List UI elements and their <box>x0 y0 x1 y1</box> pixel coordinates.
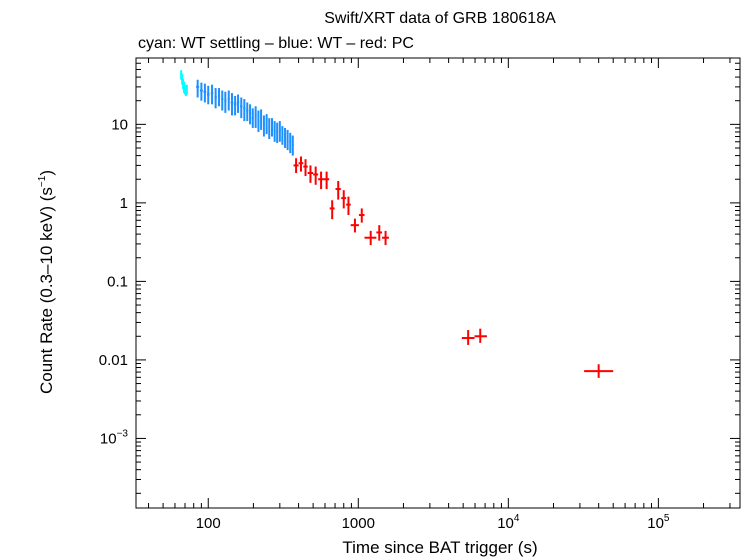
y-axis-label-text: Count Rate (0.3–10 keV) (s <box>37 187 56 394</box>
data-point <box>240 97 243 119</box>
data-point <box>313 166 319 185</box>
y-axis-label-close: ) <box>37 170 56 176</box>
data-point <box>291 135 294 156</box>
y-axis-label: Count Rate (0.3–10 keV) (s−1) <box>37 170 56 394</box>
data-point <box>236 94 240 113</box>
data-point <box>284 127 287 148</box>
data-point <box>203 83 207 103</box>
data-point <box>265 114 268 135</box>
data-point <box>246 102 249 122</box>
x-axis-label: Time since BAT trigger (s) <box>342 538 537 557</box>
y-tick-label: 1 <box>120 195 128 212</box>
data-point <box>224 91 227 113</box>
data-point <box>364 230 377 246</box>
series-1 <box>196 79 294 156</box>
y-tick-label: 10 <box>111 116 128 133</box>
y-axis-label-exponent: −1 <box>37 175 48 187</box>
plot-frame <box>135 57 741 509</box>
data-point <box>461 330 475 345</box>
data-point <box>268 118 271 140</box>
series-0 <box>180 70 188 96</box>
x-tick-label: 104 <box>497 513 520 532</box>
x-tick-label: 105 <box>647 513 670 532</box>
data-point <box>358 208 365 223</box>
data-point <box>199 82 203 101</box>
y-tick-label: 0.01 <box>99 352 128 369</box>
x-tick-label: 1000 <box>342 515 375 532</box>
data-point <box>217 88 221 107</box>
data-point <box>227 90 230 111</box>
data-point <box>341 190 347 209</box>
data-point <box>335 180 341 200</box>
y-tick-label: 0.1 <box>107 273 128 290</box>
data-point <box>262 115 265 137</box>
data-point <box>257 110 260 132</box>
data-point <box>196 79 200 98</box>
y-tick-label: 10−3 <box>100 428 129 447</box>
data-point <box>221 90 224 111</box>
data-point <box>185 84 188 95</box>
data-point <box>474 328 487 343</box>
data-point <box>584 364 614 378</box>
data-point <box>382 230 389 246</box>
data-point <box>230 93 234 116</box>
data-point <box>346 196 351 216</box>
data-point <box>323 171 330 190</box>
data-point <box>254 106 257 128</box>
data-point <box>273 121 276 142</box>
data-point <box>249 104 252 125</box>
data-point <box>278 121 281 142</box>
chart-title: Swift/XRT data of GRB 180618A <box>324 10 556 27</box>
data-point <box>289 132 292 154</box>
data-point <box>270 118 273 137</box>
data-point <box>210 84 214 105</box>
data-point <box>298 156 304 172</box>
data-point <box>350 218 359 233</box>
data-point <box>243 99 246 122</box>
data-point <box>307 165 314 183</box>
data-point <box>206 85 210 105</box>
data-point <box>214 88 217 109</box>
data-point <box>293 158 299 174</box>
plot-data <box>180 70 614 378</box>
data-point <box>233 95 237 116</box>
data-point <box>251 108 254 128</box>
data-point <box>318 171 324 190</box>
data-point <box>286 129 289 151</box>
data-point <box>329 200 335 220</box>
data-point <box>276 122 279 143</box>
data-point <box>260 109 263 130</box>
data-point <box>281 126 284 145</box>
axis-ticks: 100 1000 104 105 10 1 0.1 0.01 10−3 <box>99 57 740 532</box>
chart-subtitle: cyan: WT settling – blue: WT – red: PC <box>138 35 414 52</box>
data-point <box>376 225 383 241</box>
data-point <box>303 159 308 176</box>
series-2 <box>293 156 614 378</box>
x-tick-label: 100 <box>196 515 221 532</box>
